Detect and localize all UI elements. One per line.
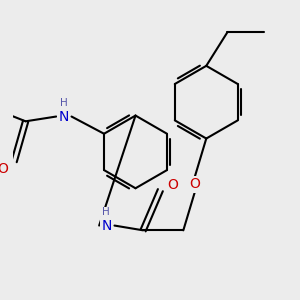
Text: N: N [59,110,69,124]
Text: O: O [189,177,200,191]
Text: H: H [102,207,110,217]
Text: H: H [60,98,68,108]
Text: O: O [0,162,8,176]
Text: O: O [167,178,178,192]
Text: N: N [102,219,112,232]
